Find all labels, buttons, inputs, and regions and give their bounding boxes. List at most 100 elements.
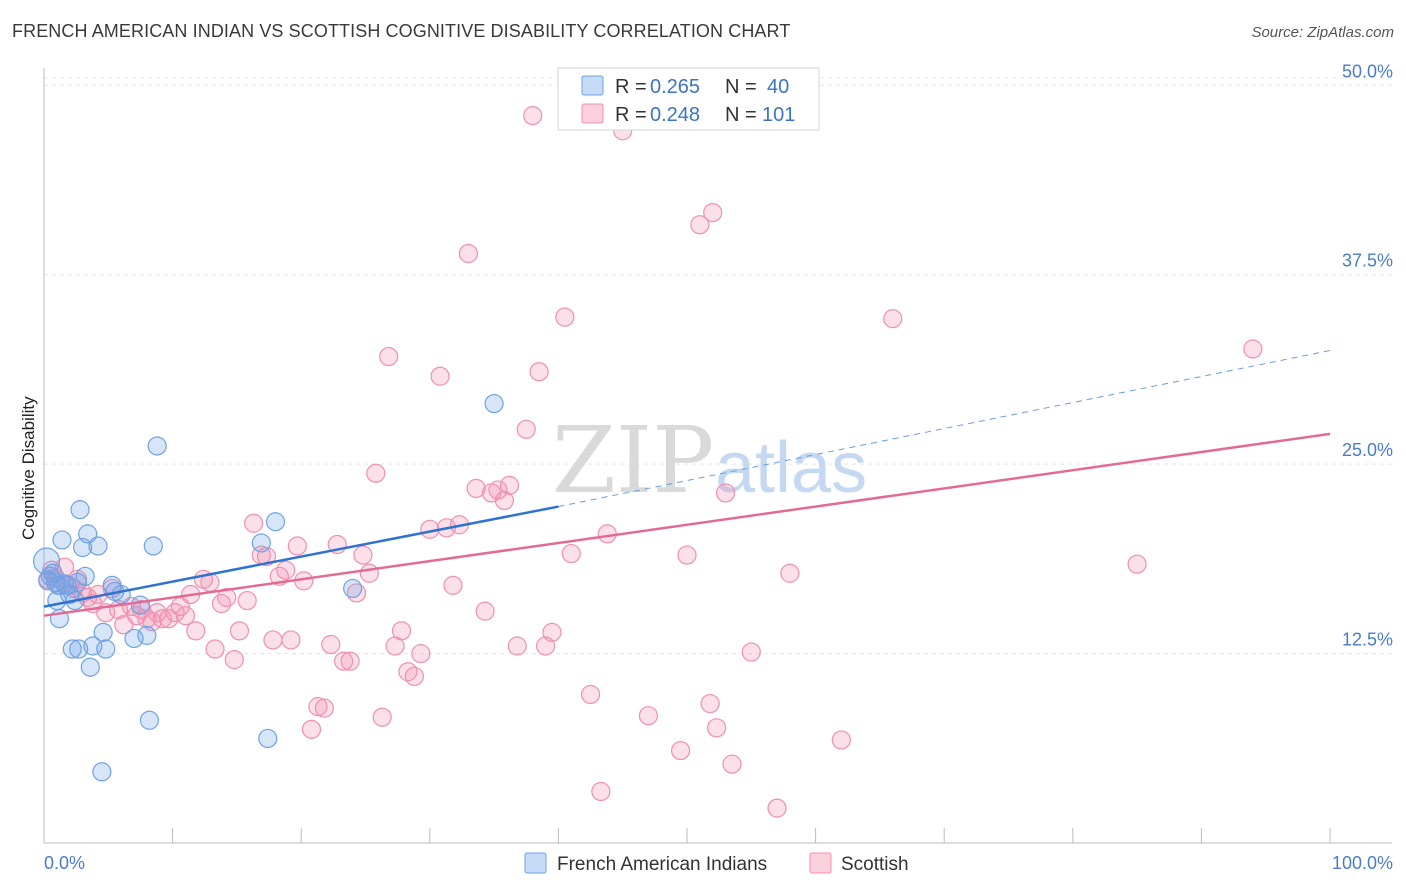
french-american-indians-point-20 (88, 536, 108, 556)
scottish-point-32 (211, 593, 232, 614)
axes (43, 68, 1392, 844)
y-tick-label-3: 50.0% (1342, 61, 1393, 81)
scottish-point-37 (244, 513, 264, 533)
scottish-point-52 (340, 651, 360, 671)
scottish-point-100 (780, 563, 800, 583)
scottish-point-104 (1243, 339, 1263, 359)
french-american-indians-point-21 (92, 762, 112, 782)
french-american-indians-point-26 (111, 584, 131, 605)
scottish-point-82 (555, 307, 575, 327)
legend-swatch-pink (581, 103, 604, 124)
scottish-point-83 (561, 543, 581, 564)
french-american-indians-point-37 (484, 393, 504, 414)
legend-r-label-0: R = (615, 76, 647, 98)
french-american-indians-point-29 (137, 625, 157, 645)
scottish-point-48 (314, 698, 334, 718)
french-american-indians-point-35 (265, 512, 286, 532)
french-american-indians-point-7 (52, 530, 72, 550)
scottish-point-33 (217, 587, 237, 608)
bottom-legend-label-0: French American Indians (557, 854, 767, 875)
scottish-point-98 (741, 642, 761, 662)
scottish-point-91 (677, 545, 697, 565)
x-tick-label-max: 100.0% (1332, 853, 1393, 873)
watermark-atlas: atlas (715, 428, 867, 508)
scottish-point-84 (580, 684, 601, 705)
scottish-point-102 (883, 309, 903, 329)
scottish-point-79 (529, 362, 549, 382)
scottish-point-26 (175, 606, 196, 626)
french-american-indians-point-23 (96, 639, 116, 659)
y-tick-label-2: 37.5% (1342, 251, 1393, 271)
scottish-point-51 (334, 651, 354, 671)
scottish-point-69 (458, 243, 478, 264)
french-american-indians-point-14 (70, 500, 90, 520)
scottish-point-94 (700, 693, 720, 714)
scottish-point-99 (767, 798, 787, 818)
watermark: ZIP atlas (552, 407, 867, 514)
french-american-indians-point-33 (251, 533, 271, 553)
trend-lines (43, 350, 1331, 617)
scottish-point-28 (186, 621, 206, 641)
french-american-indians-point-34 (258, 728, 278, 749)
scottish-point-57 (372, 707, 392, 727)
x-tick-marks (43, 828, 1331, 843)
scottish-point-97 (722, 754, 742, 774)
legend-n-label-1: N = (725, 104, 757, 126)
scottish-point-47 (308, 697, 328, 717)
french-american-indians-point-31 (143, 536, 163, 556)
scottish-point-71 (475, 601, 495, 621)
scottish-point-67 (443, 575, 463, 595)
scottish-point-36 (237, 590, 257, 611)
source-credit: Source: ZipAtlas.com (1251, 24, 1394, 41)
series-scottish-points (38, 87, 1263, 818)
legend-n-value-0: 40 (767, 76, 789, 98)
scottish-point-46 (301, 719, 322, 739)
scottish-point-56 (366, 463, 386, 483)
trend-line-french-american-indians (43, 505, 559, 608)
french-american-indians-point-36 (343, 578, 363, 599)
scottish-point-93 (703, 203, 723, 223)
scottish-point-49 (321, 634, 341, 655)
legend-n-value-1: 101 (762, 104, 795, 126)
scottish-point-88 (638, 706, 659, 726)
french-american-indians-point-38 (38, 571, 58, 591)
scottish-point-42 (276, 560, 296, 580)
scottish-point-103 (1127, 554, 1147, 574)
scottish-point-65 (430, 366, 450, 386)
french-american-indians-point-22 (93, 622, 113, 642)
x-tick-label-min: 0.0% (44, 853, 85, 873)
scottish-point-81 (542, 622, 562, 642)
legend-swatch-blue (581, 75, 604, 96)
french-american-indians-point-10 (62, 639, 82, 659)
french-american-indians-point-30 (139, 710, 160, 730)
series-french-american-indians-points (32, 393, 504, 782)
french-american-indians-point-13 (69, 639, 89, 659)
french-american-indians-point-28 (130, 595, 151, 615)
legend-r-value-1: 0.248 (650, 104, 700, 126)
scottish-point-85 (591, 781, 611, 802)
bottom-legend-swatch-pink (809, 852, 832, 874)
scottish-point-34 (224, 650, 244, 670)
scottish-point-73 (488, 480, 508, 500)
bottom-legend-swatch-blue (524, 852, 547, 874)
scottish-point-75 (499, 475, 520, 495)
scottish-point-55 (359, 563, 379, 583)
scottish-point-86 (597, 524, 617, 544)
chart-title: FRENCH AMERICAN INDIAN VS SCOTTISH COGNI… (12, 21, 791, 41)
scottish-point-44 (287, 536, 307, 556)
scottish-point-58 (379, 346, 399, 367)
correlation-legend: R = 0.265 N = 40 R = 0.248 N = 101 (557, 67, 820, 131)
y-axis-label: Cognitive Disability (19, 396, 38, 540)
bottom-legend-label-1: Scottish (841, 854, 909, 875)
french-american-indians-point-18 (80, 657, 100, 677)
scottish-point-43 (281, 630, 301, 650)
trend-line-scottish (43, 432, 1331, 617)
y-tick-label-1: 25.0% (1342, 440, 1393, 460)
scottish-point-54 (353, 545, 373, 565)
scottish-point-74 (494, 490, 514, 511)
french-american-indians-point-16 (75, 566, 95, 586)
watermark-zip: ZIP (552, 407, 714, 514)
y-tick-label-0: 12.5% (1342, 630, 1393, 650)
scottish-point-95 (706, 718, 727, 738)
